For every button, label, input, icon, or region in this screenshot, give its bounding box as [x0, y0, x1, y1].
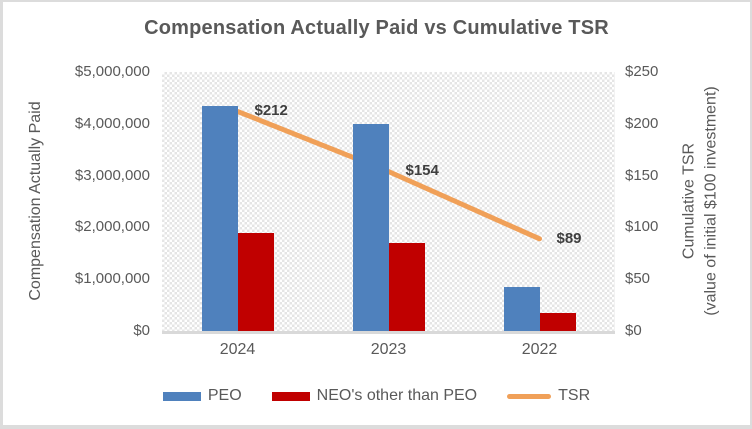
bar-neo-2022 — [539, 313, 576, 331]
right-axis-tick: $0 — [625, 322, 642, 339]
x-axis-label: 2023 — [370, 341, 407, 358]
chart-title: Compensation Actually Paid vs Cumulative… — [144, 17, 609, 39]
tsr-data-label: $154 — [405, 162, 439, 180]
legend-label-tsr: TSR — [558, 387, 591, 404]
neo-swatch-icon — [271, 391, 310, 401]
left-axis-tick: $4,000,000 — [74, 114, 150, 132]
bar-peo-2023 — [352, 124, 389, 331]
left-axis-tick: $5,000,000 — [74, 63, 150, 80]
legend: PEO NEO's other than PEO TSR — [3, 387, 750, 405]
left-axis-tick: $1,000,000 — [74, 270, 150, 288]
tsr-data-label: $89 — [556, 229, 582, 247]
tsr-data-label: $212 — [254, 102, 288, 120]
right-axis-title: Cumulative TSR (value of initial $100 in… — [678, 86, 721, 315]
bar-neo-2024 — [237, 233, 274, 331]
left-axis-tick: $2,000,000 — [74, 218, 150, 236]
legend-label-neo: NEO's other than PEO — [316, 387, 478, 404]
x-axis-label: 2022 — [521, 341, 558, 358]
right-axis-tick: $250 — [625, 63, 659, 80]
right-axis-title-line2: (value of initial $100 investment) — [702, 86, 719, 316]
legend-item-neo: NEO's other than PEO — [271, 387, 478, 405]
bar-peo-2022 — [503, 287, 540, 331]
right-axis-tick: $50 — [625, 270, 651, 288]
peo-swatch-icon — [162, 391, 201, 401]
right-axis-tick: $200 — [625, 114, 659, 132]
left-axis-tick: $0 — [133, 322, 150, 339]
bar-neo-2023 — [388, 243, 425, 331]
legend-label-peo: PEO — [207, 387, 242, 404]
right-axis-tick: $100 — [625, 218, 659, 236]
right-axis-title-line1: Cumulative TSR — [680, 142, 698, 260]
bar-peo-2024 — [201, 106, 238, 331]
tsr-swatch-icon — [507, 393, 552, 399]
legend-item-tsr: TSR — [507, 387, 590, 405]
plot-area: $212 $154 $89 — [162, 72, 615, 334]
legend-item-peo: PEO — [162, 387, 242, 405]
tsr-line — [235, 108, 542, 242]
right-axis-tick: $150 — [625, 166, 659, 184]
x-axis-label: 2024 — [219, 341, 256, 358]
left-axis-tick: $3,000,000 — [74, 166, 150, 184]
